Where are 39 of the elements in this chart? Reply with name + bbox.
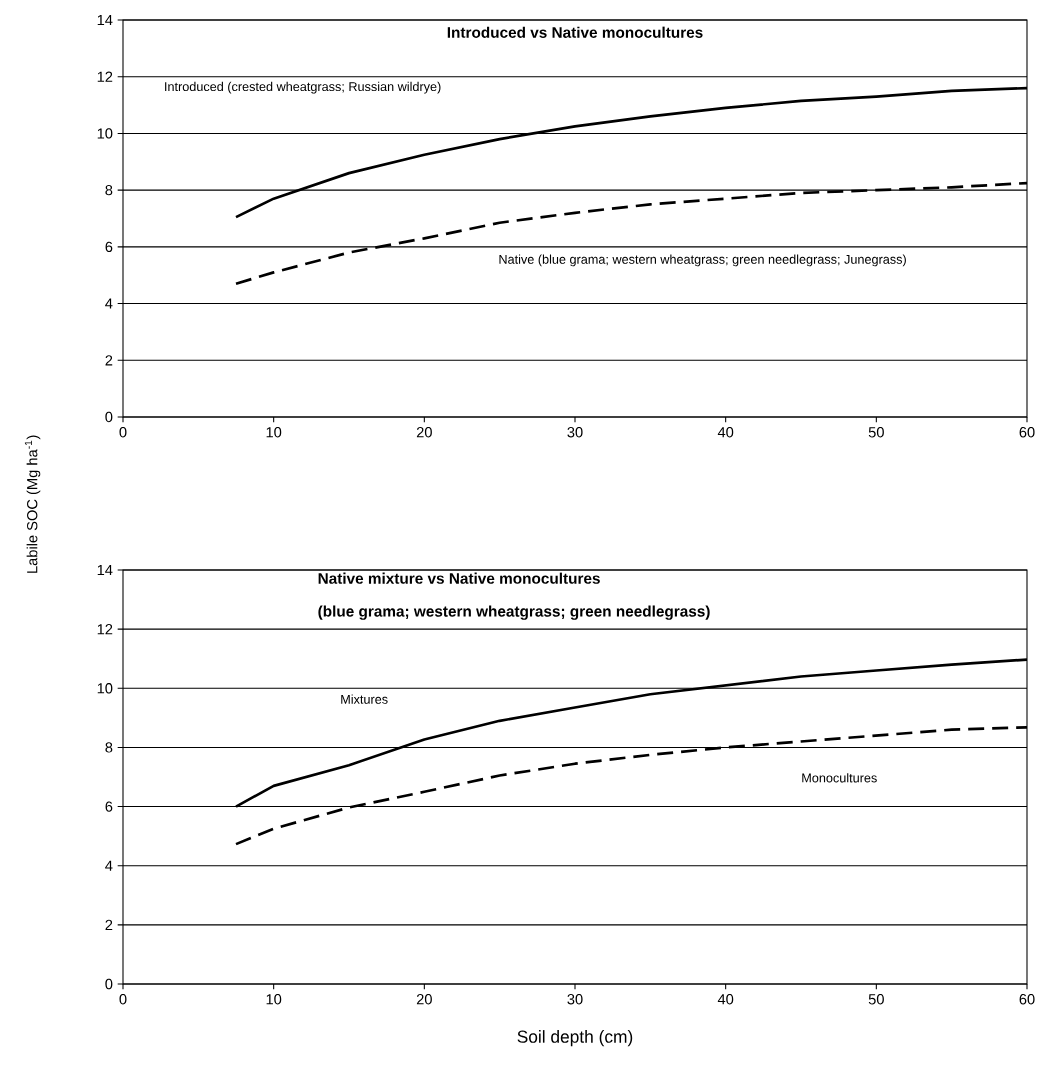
y-tick-label: 4 <box>105 860 113 871</box>
x-tick-label: 50 <box>868 427 884 438</box>
x-axis-title: Soil depth (cm) <box>517 1030 633 1047</box>
y-tick-label: 4 <box>105 298 113 309</box>
annotation: Mixtures <box>341 694 388 704</box>
y-tick-label: 0 <box>105 411 113 423</box>
x-tick-label: 60 <box>1019 427 1035 438</box>
y-tick-label: 10 <box>97 128 113 139</box>
x-tick-label: 40 <box>717 427 734 438</box>
annotation: Introduced (crested wheatgrass; Russian wildrye) <box>165 81 441 94</box>
x-tick-label: 60 <box>1019 994 1035 1005</box>
y-axis-title: Labile SOC (Mg ha$^{-1}$) <box>24 435 41 573</box>
x-tick-label: 50 <box>868 994 884 1005</box>
y-tick-label: 12 <box>97 71 113 82</box>
y-tick-label: 8 <box>105 184 113 196</box>
x-tick-label: 0 <box>119 994 127 1005</box>
y-tick-label: 12 <box>97 624 113 635</box>
x-tick-label: 30 <box>567 994 583 1005</box>
x-tick-label: 0 <box>119 427 127 438</box>
x-tick-label: 20 <box>416 427 432 438</box>
y-tick-label: 6 <box>105 801 113 812</box>
y-tick-label: 0 <box>105 978 113 990</box>
text: (blue grama; western wheatgrass; green needlegrass) <box>318 605 710 620</box>
x-tick-label: 20 <box>416 994 432 1005</box>
chart-title: Native mixture vs Native monocultures <box>318 572 600 584</box>
x-tick-label: 10 <box>266 427 282 438</box>
y-tick-label: 6 <box>105 241 113 253</box>
x-tick-label: 30 <box>567 427 583 438</box>
annotation: Native (blue grama; western wheatgrass; green needlegrass; Junegrass) <box>499 254 906 267</box>
y-tick-label: 2 <box>105 919 113 930</box>
chart-title: Introduced vs Native monocultures <box>447 26 703 38</box>
x-tick-label: 40 <box>717 994 734 1005</box>
x-tick-label: 10 <box>266 994 282 1005</box>
y-tick-label: 14 <box>97 14 113 26</box>
y-tick-label: 10 <box>97 683 113 694</box>
y-tick-label: 8 <box>105 742 113 753</box>
y-tick-label: 2 <box>105 355 113 366</box>
y-tick-label: 14 <box>97 564 113 576</box>
annotation: Monocultures <box>802 773 877 783</box>
